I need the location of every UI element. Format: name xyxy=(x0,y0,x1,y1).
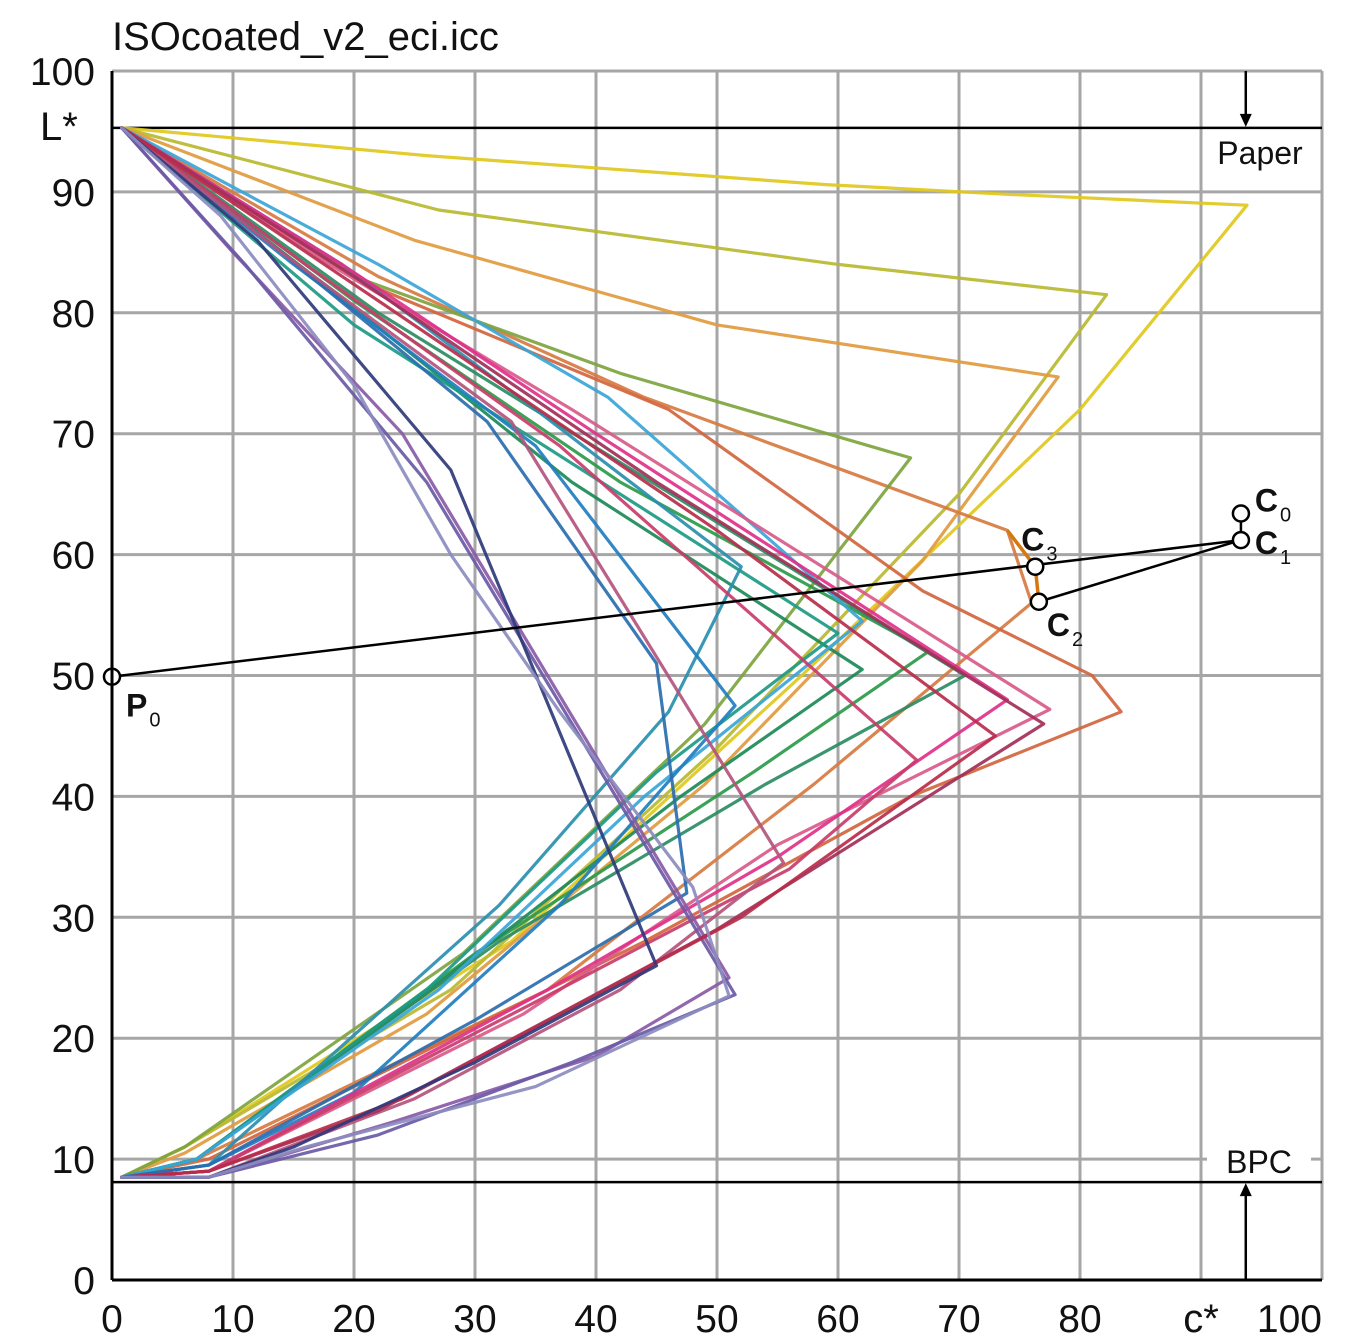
y-tick-label: 40 xyxy=(52,776,95,819)
chart-title: ISOcoated_v2_eci.icc xyxy=(112,15,499,59)
series-line xyxy=(120,126,737,1179)
y-tick-label: 10 xyxy=(52,1139,95,1182)
y-tick-label: 90 xyxy=(52,172,95,215)
x-tick-label: 50 xyxy=(695,1298,738,1338)
reference-lines: Paper BPC xyxy=(112,71,1322,1280)
series-line xyxy=(120,126,737,1179)
x-tick-label: 60 xyxy=(816,1298,859,1338)
paper-label-bg xyxy=(1203,133,1315,175)
projection-overlay: P 0C 0C 1C 2C 3 xyxy=(102,482,1291,732)
x-tick-label: 100 xyxy=(1257,1298,1322,1338)
paper-arrow-head xyxy=(1239,113,1252,127)
point-marker xyxy=(1231,504,1251,523)
series-line xyxy=(120,126,864,1179)
series-line xyxy=(120,126,913,1179)
x-tick-label: 0 xyxy=(101,1298,123,1338)
y-tick-label: 30 xyxy=(52,897,95,940)
point-marker xyxy=(1231,530,1251,550)
series-line xyxy=(120,126,1046,1179)
y-tick-label: 0 xyxy=(73,1260,95,1303)
series-lines xyxy=(120,126,1249,1179)
bpc-label-bg xyxy=(1207,1142,1311,1180)
y-tick-label: 80 xyxy=(52,293,95,336)
series-line xyxy=(120,126,840,1179)
y-axis-label: L* xyxy=(40,105,78,149)
y-tick-label: 70 xyxy=(52,414,95,457)
y-tick-label: 20 xyxy=(52,1018,95,1061)
y-tick-label: 50 xyxy=(52,656,95,699)
bpc-arrow-head xyxy=(1239,1183,1252,1197)
labels: ISOcoated_v2_eci.icc 0 10 20 30 40 50 60 70 80 90… xyxy=(30,15,1322,1338)
y-tick-label: 60 xyxy=(52,535,95,578)
series-line xyxy=(120,126,689,1179)
bpc-label: BPC xyxy=(1226,1144,1292,1180)
series-line xyxy=(120,126,997,1179)
x-tick-label: 10 xyxy=(211,1298,254,1338)
series-line xyxy=(120,126,731,1179)
projection-line xyxy=(111,538,1242,678)
series-line xyxy=(120,126,1109,1179)
point-marker xyxy=(1029,592,1049,612)
x-tick-label: 20 xyxy=(332,1298,375,1338)
axes xyxy=(110,71,1322,1282)
series-line xyxy=(120,126,731,1179)
point-marker xyxy=(1025,557,1045,576)
x-tick-label: 40 xyxy=(574,1298,617,1338)
c1-c2-line xyxy=(1038,538,1242,603)
x-axis-label: c* xyxy=(1183,1297,1219,1338)
x-tick-label: 80 xyxy=(1058,1298,1101,1338)
series-line xyxy=(120,126,786,1179)
grid-lines xyxy=(112,69,1324,1280)
series-line xyxy=(120,126,1249,1179)
paper-label: Paper xyxy=(1217,135,1303,171)
x-tick-label: 30 xyxy=(453,1298,496,1338)
y-tick-label: 100 xyxy=(30,51,95,94)
series-line xyxy=(120,126,919,1179)
x-tick-label: 70 xyxy=(937,1298,980,1338)
